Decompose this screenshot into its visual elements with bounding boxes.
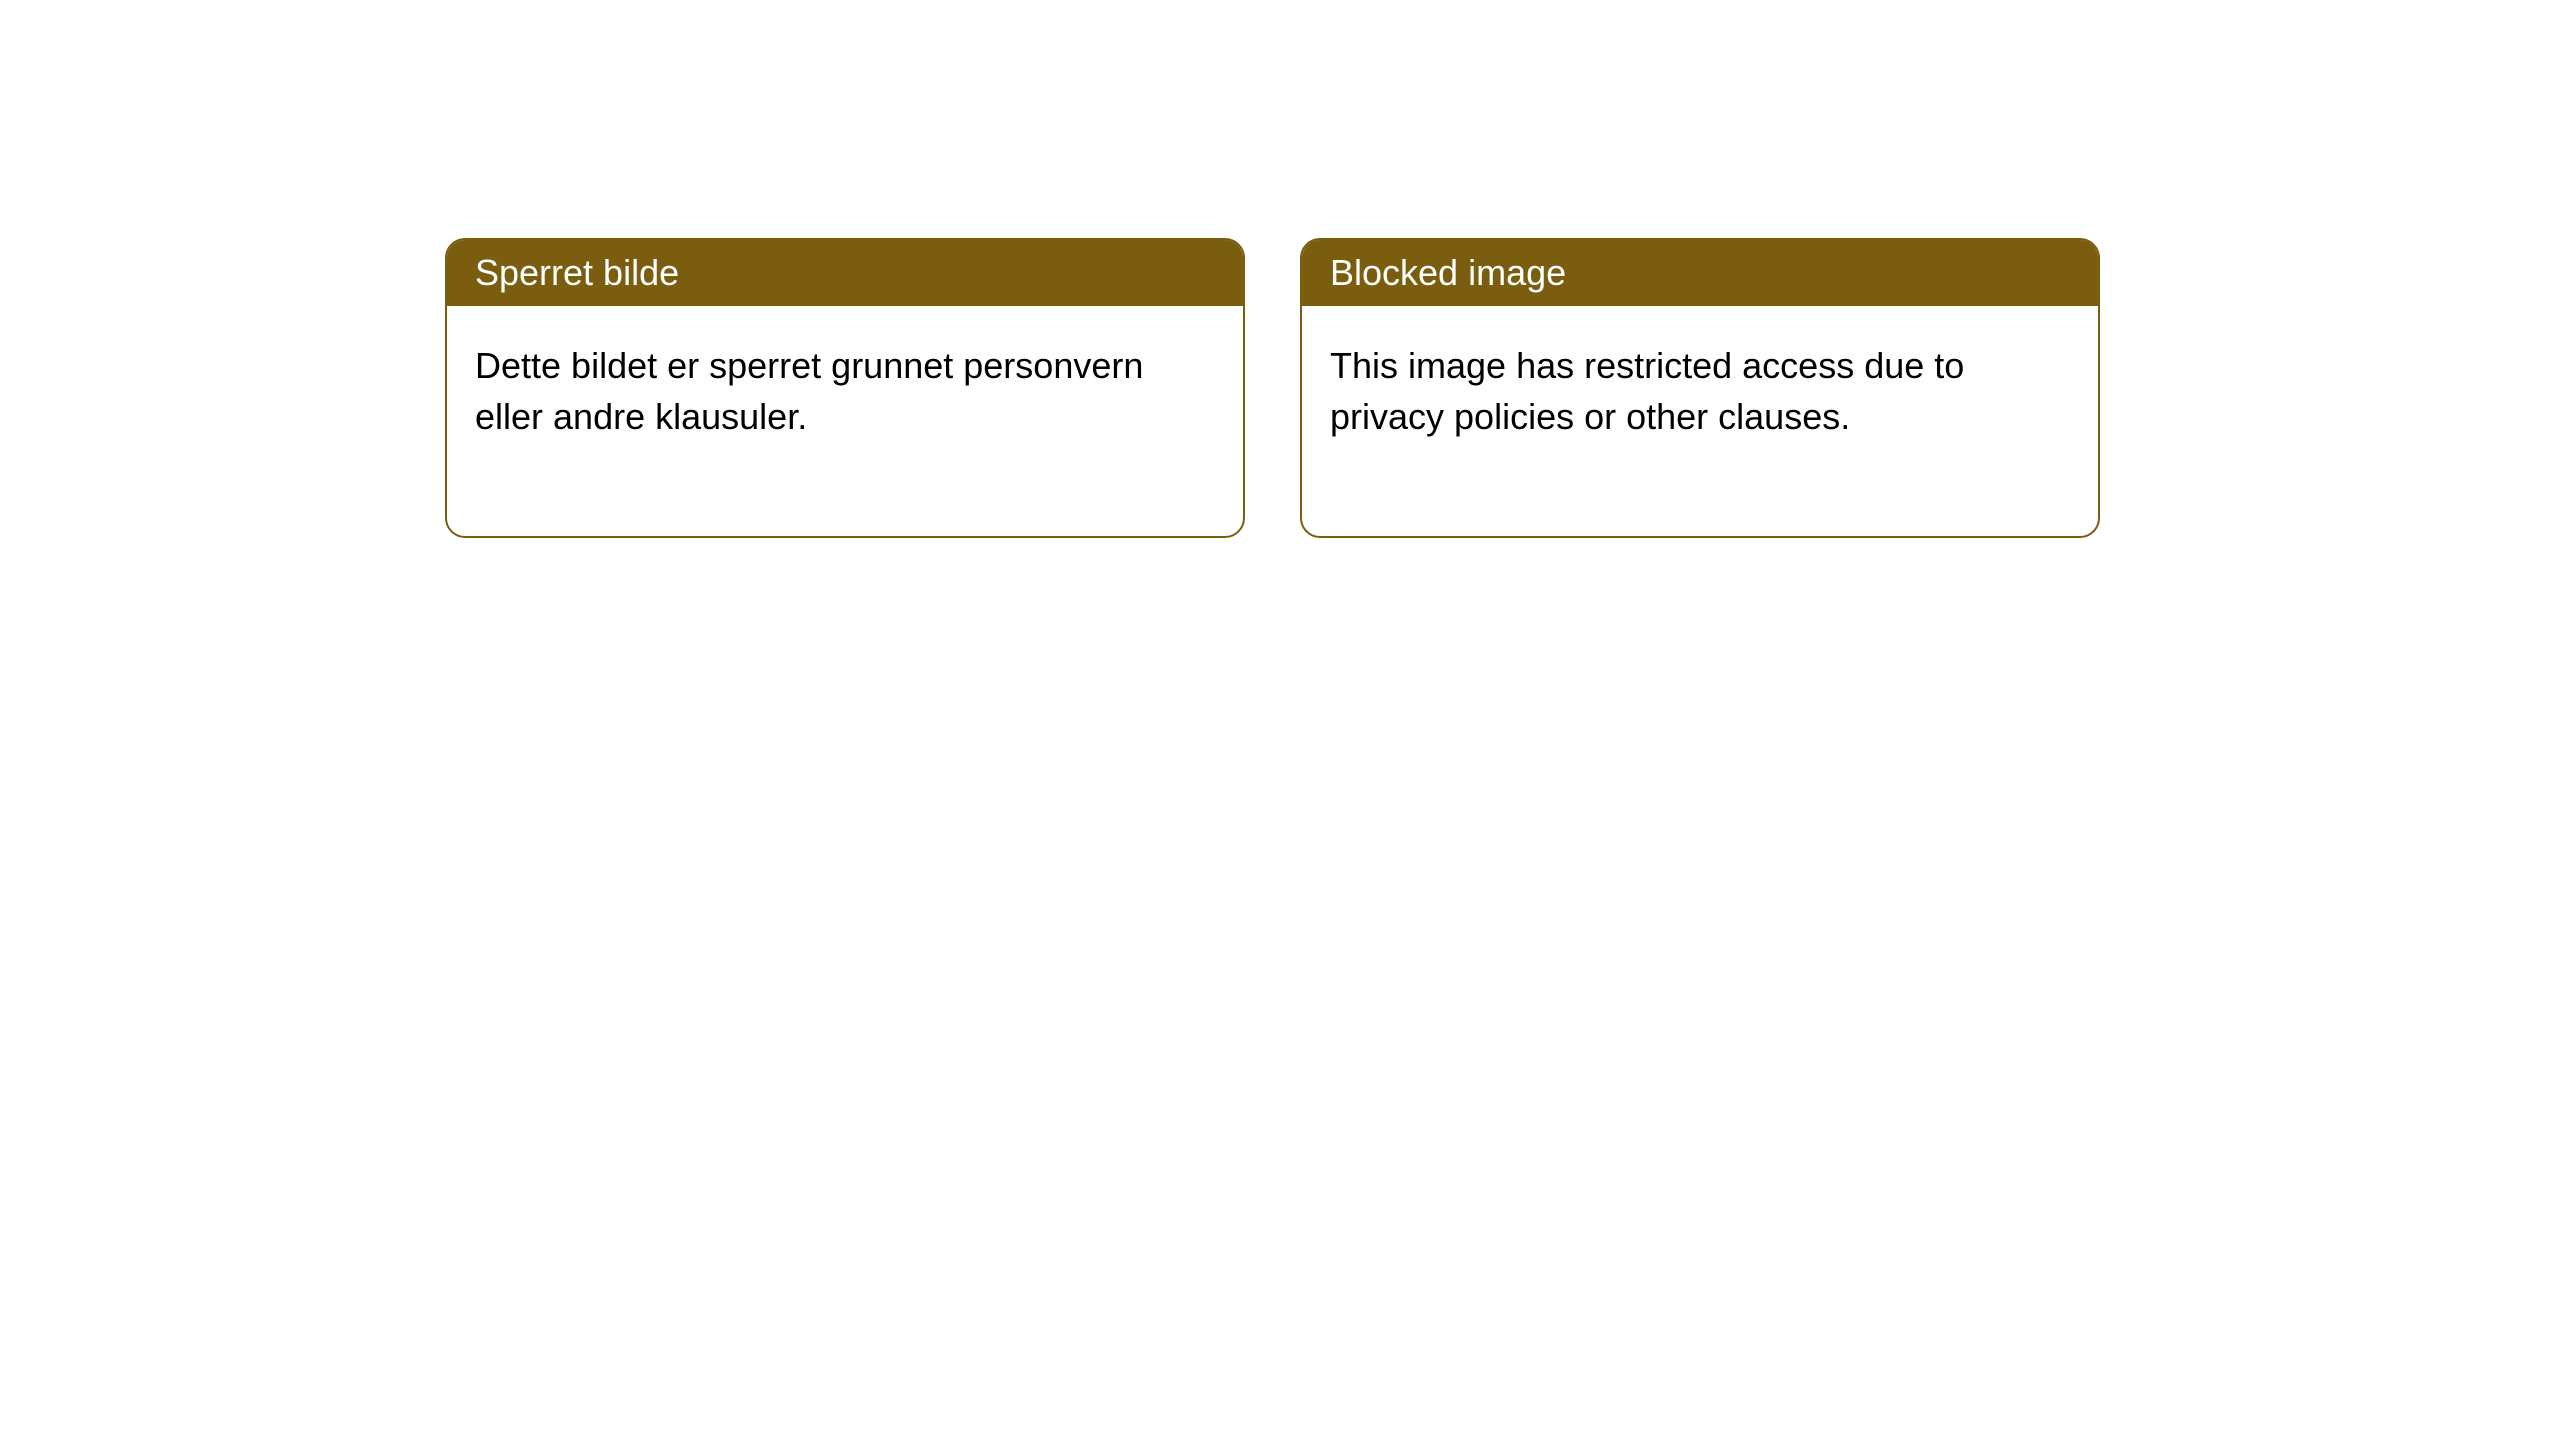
card-title-norwegian: Sperret bilde [475,252,679,293]
card-header-norwegian: Sperret bilde [447,240,1243,306]
card-header-english: Blocked image [1302,240,2098,306]
card-title-english: Blocked image [1330,252,1566,293]
blocked-image-notices: Sperret bilde Dette bildet er sperret gr… [445,238,2100,538]
card-body-english: This image has restricted access due to … [1302,306,2098,536]
card-message-english: This image has restricted access due to … [1330,345,1964,437]
blocked-image-card-english: Blocked image This image has restricted … [1300,238,2100,538]
card-body-norwegian: Dette bildet er sperret grunnet personve… [447,306,1243,536]
card-message-norwegian: Dette bildet er sperret grunnet personve… [475,345,1143,437]
blocked-image-card-norwegian: Sperret bilde Dette bildet er sperret gr… [445,238,1245,538]
